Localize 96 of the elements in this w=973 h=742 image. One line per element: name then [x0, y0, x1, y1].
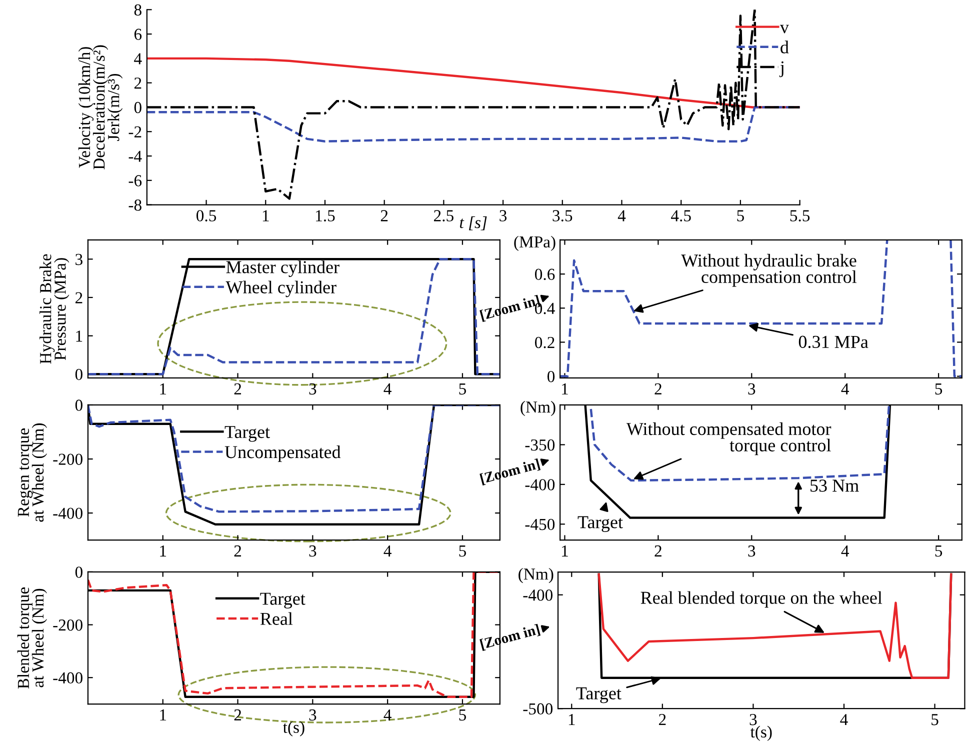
- x-tick-label: 5: [459, 546, 466, 557]
- y-tick-label: 2: [75, 292, 82, 304]
- y-tick-label: 0.2: [535, 336, 554, 348]
- x-tick-label: 1: [160, 545, 166, 556]
- x-tick-label: 5: [737, 210, 744, 222]
- annotation: 53 Nm: [810, 480, 859, 492]
- y-tick-label: 0: [75, 400, 82, 411]
- y-tick-label: 0: [75, 566, 82, 578]
- y-axis-title: Regen torque at Wheel (Nm): [18, 423, 47, 522]
- x-tick-label: 5: [459, 383, 466, 395]
- x-tick-label: 2: [234, 709, 242, 720]
- y-tick-label: -450: [525, 518, 555, 530]
- y-tick-label: -200: [53, 454, 82, 465]
- legend-label: j: [779, 61, 784, 78]
- x-tick-label: 4.5: [671, 210, 691, 222]
- y-tick-label: -200: [53, 619, 82, 631]
- y-tick-label: 0: [548, 370, 555, 382]
- legend-label: Master cylinder: [226, 260, 340, 277]
- x-tick-label: 2: [654, 545, 662, 556]
- x-tick-label: 0.5: [196, 210, 216, 222]
- x-tick-label: 5.5: [790, 210, 810, 222]
- annotation: Target: [576, 687, 622, 704]
- x-tick-label: 4: [384, 709, 392, 720]
- x-tick-label: 3: [750, 714, 757, 726]
- x-tick-label: 5: [935, 383, 942, 395]
- line-series: [146, 10, 800, 200]
- x-tick-label: 1.5: [316, 210, 335, 222]
- y-tick-label: -400: [53, 508, 82, 519]
- annotation: Without hydraulic brake compensation control: [681, 254, 857, 287]
- x-axis-title: t [s]: [460, 216, 487, 230]
- legend-label: Wheel cylinder: [226, 280, 336, 298]
- x-tick-label: 3: [748, 545, 756, 557]
- x-tick-label: 2: [658, 714, 666, 726]
- annotation: Without compensated motor torque control: [626, 422, 832, 456]
- x-tick-label: 1: [562, 383, 568, 394]
- x-tick-label: 3: [309, 383, 316, 395]
- annotation: [Zoom in]: [480, 624, 541, 651]
- y-tick-label: 3: [76, 254, 82, 266]
- y-tick-label: 1: [76, 330, 82, 342]
- y-tick-label: 2: [134, 78, 142, 89]
- x-tick-label: 4: [618, 210, 626, 222]
- legend-label: Target: [224, 426, 270, 442]
- x-axis-title: t(s): [750, 726, 772, 741]
- annotation: 0.31 MPa: [798, 336, 868, 348]
- x-tick-label: 2: [380, 210, 388, 222]
- x-tick-label: 5: [459, 710, 466, 721]
- y-tick-label: 0: [75, 368, 82, 380]
- x-tick-label: 1: [262, 210, 269, 222]
- x-tick-label: 5: [935, 546, 942, 557]
- x-tick-label: 5: [932, 714, 938, 726]
- y-tick-label: -6: [128, 175, 142, 186]
- x-tick-label: 1: [160, 383, 166, 394]
- y-tick-label: 8: [134, 4, 142, 16]
- x-tick-label: 2: [654, 383, 662, 394]
- y-axis-title: Blended torque at Wheel (Nm): [17, 587, 47, 689]
- y-axis-title: Hydraulic Brake Pressure (MPa): [40, 254, 70, 364]
- x-tick-label: 3: [748, 383, 756, 395]
- y-axis-title: Velocity (10km/h) Deceleration(m/s²) Jerk(m/s³): [78, 45, 123, 170]
- x-tick-label: 2: [234, 383, 242, 394]
- y-tick-label: -400: [525, 479, 555, 490]
- legend-label: d: [780, 40, 789, 54]
- annotation: Target: [578, 516, 623, 532]
- x-tick-label: 4: [384, 383, 392, 394]
- annotation: Real blended torque on the wheel: [640, 591, 882, 608]
- x-tick-label: 3.5: [552, 210, 572, 222]
- x-tick-label: 3: [309, 709, 316, 721]
- y-tick-label: -500: [523, 703, 553, 715]
- x-tick-label: 2.5: [434, 210, 454, 222]
- x-tick-label: 4: [841, 383, 849, 394]
- y-tick-label: 6: [134, 28, 142, 40]
- x-tick-label: 1: [160, 709, 166, 720]
- legend-label: Uncompensated: [224, 446, 341, 462]
- y-tick-label: -2: [128, 126, 142, 138]
- x-tick-label: 2: [234, 545, 242, 556]
- legend-label: Target: [260, 592, 306, 609]
- x-tick-label: 1: [562, 545, 568, 556]
- x-tick-label: 4: [384, 545, 392, 556]
- x-tick-label: 4: [841, 545, 849, 556]
- y-tick-label: -8: [128, 199, 142, 211]
- y-tick-label: -4: [128, 150, 142, 162]
- x-axis-title: t(s): [283, 721, 304, 736]
- x-tick-label: 4: [840, 714, 848, 726]
- y-tick-label: -400: [53, 672, 82, 684]
- x-tick-label: 1: [568, 714, 575, 726]
- legend-label: Real: [260, 612, 293, 625]
- y-tick-label: 4: [134, 53, 142, 64]
- y-axis-title: (MPa): [514, 236, 556, 251]
- y-axis-title: (Nm): [518, 568, 554, 584]
- y-tick-label: 0: [134, 102, 142, 114]
- y-axis-title: (Nm): [520, 400, 556, 416]
- x-tick-label: 3: [500, 210, 507, 222]
- legend-label: v: [780, 24, 789, 34]
- x-tick-label: 3: [309, 545, 316, 557]
- y-tick-label: -350: [525, 439, 555, 451]
- y-tick-label: 0.6: [535, 268, 555, 280]
- y-tick-label: -400: [523, 590, 553, 601]
